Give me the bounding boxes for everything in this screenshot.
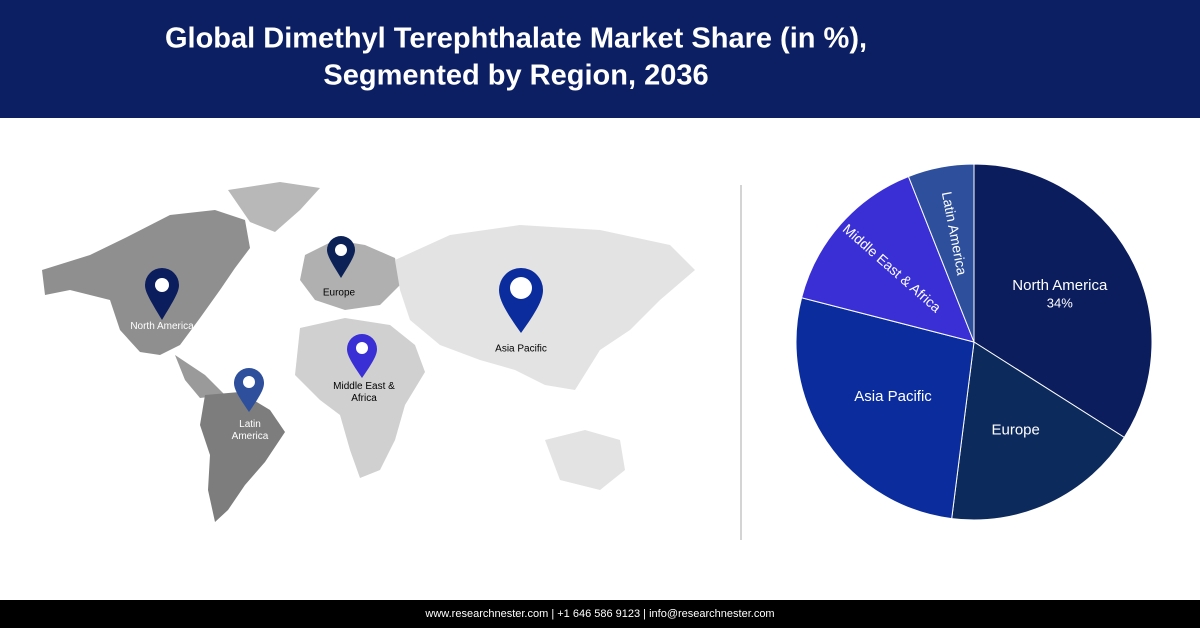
pin-label-box: Latin America bbox=[231, 419, 269, 442]
pin-label: Asia Pacific bbox=[495, 344, 547, 355]
value-label: 34% bbox=[1047, 295, 1073, 310]
pin-dot bbox=[243, 376, 255, 388]
footer-text: www.researchnester.com | +1 646 586 9123… bbox=[424, 608, 774, 620]
pin bbox=[499, 268, 543, 333]
pin-label: Europe bbox=[323, 288, 356, 299]
slice-label: Europe bbox=[991, 422, 1039, 439]
pie-slice bbox=[800, 175, 975, 343]
africa bbox=[295, 318, 425, 478]
pin bbox=[327, 236, 355, 278]
pie-slice bbox=[973, 163, 1153, 439]
asia bbox=[395, 225, 695, 390]
pin-label: Latin America bbox=[231, 419, 269, 442]
pin-dot bbox=[335, 244, 347, 256]
pie-slice bbox=[907, 163, 975, 343]
pin-label: Middle East & Africa bbox=[333, 381, 395, 404]
slice-label: North America bbox=[1012, 277, 1108, 294]
south-america bbox=[200, 392, 285, 522]
map-pins: North America Europe Asia Pacific Middle… bbox=[130, 236, 547, 442]
pin-label-box: Middle East & Africa bbox=[333, 381, 395, 404]
footer-bar bbox=[0, 600, 1200, 628]
greenland bbox=[228, 182, 320, 232]
pin-label: North America bbox=[130, 321, 194, 332]
slice-label: Asia Pacific bbox=[854, 388, 932, 405]
pin-label-box: North America bbox=[130, 321, 194, 332]
title: Segmented by Region, 2036 bbox=[323, 60, 708, 92]
title: Global Dimethyl Terephthalate Market Sha… bbox=[165, 23, 867, 55]
pin bbox=[145, 268, 179, 320]
pin-dot bbox=[155, 278, 169, 292]
pie-slice bbox=[795, 297, 975, 520]
pie-slice bbox=[951, 341, 1125, 521]
pin-dot bbox=[356, 342, 368, 354]
europe bbox=[300, 240, 400, 310]
australia bbox=[545, 430, 625, 490]
header-bar bbox=[0, 0, 1200, 118]
pin bbox=[347, 334, 377, 378]
central-america bbox=[175, 355, 225, 398]
pin bbox=[234, 368, 264, 412]
pin-dot bbox=[510, 277, 532, 299]
